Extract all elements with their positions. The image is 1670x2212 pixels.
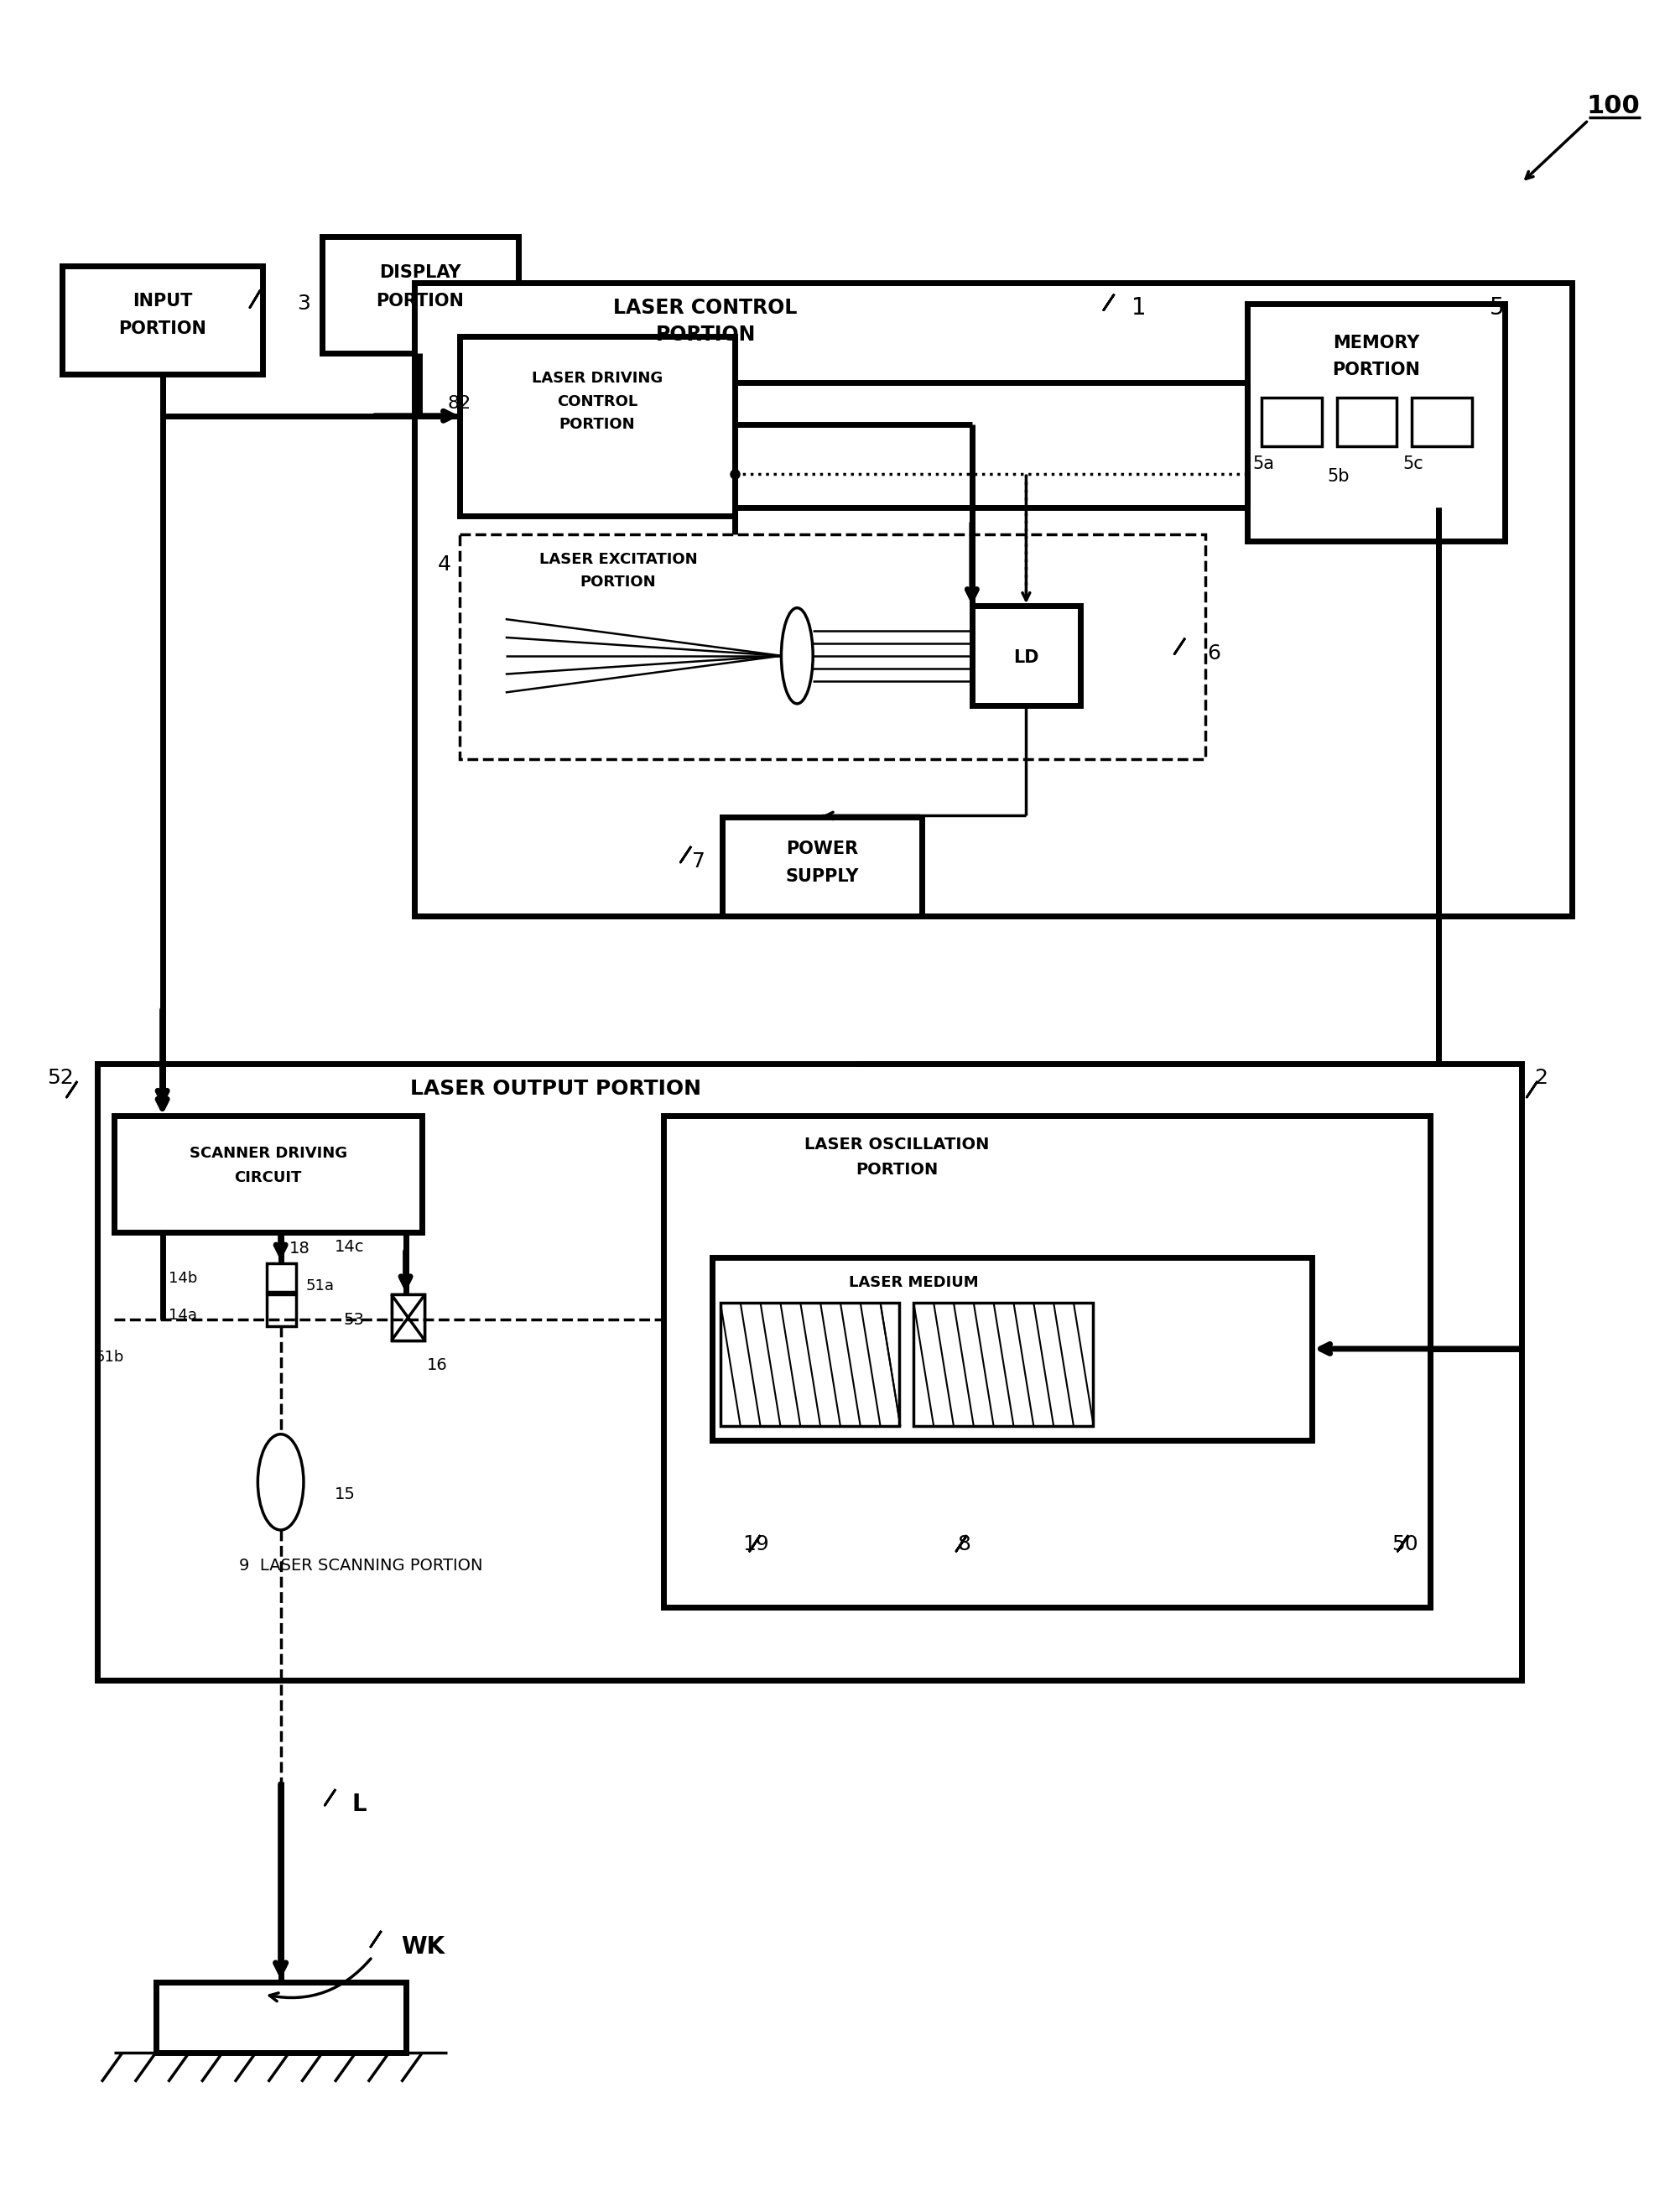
Bar: [1411, 398, 1471, 447]
Text: 15: 15: [334, 1486, 356, 1502]
Text: LASER DRIVING: LASER DRIVING: [531, 372, 663, 385]
Bar: [459, 533, 1206, 759]
Bar: [913, 1303, 1092, 1427]
Bar: [391, 1294, 424, 1340]
Text: PORTION: PORTION: [376, 292, 464, 310]
Text: 16: 16: [426, 1358, 448, 1374]
Bar: [720, 1303, 900, 1427]
Text: 19: 19: [741, 1535, 768, 1555]
Text: 100: 100: [1586, 93, 1640, 117]
Text: PORTION: PORTION: [855, 1161, 939, 1177]
Text: 53: 53: [342, 1312, 364, 1327]
Text: 7: 7: [691, 852, 705, 872]
Text: 82: 82: [448, 396, 471, 411]
Text: PORTION: PORTION: [1333, 363, 1420, 378]
Bar: [1338, 398, 1396, 447]
Text: SCANNER DRIVING: SCANNER DRIVING: [189, 1146, 347, 1161]
Text: 14b: 14b: [169, 1270, 197, 1285]
Bar: [1263, 398, 1323, 447]
Text: 50: 50: [1391, 1535, 1418, 1555]
Text: 51a: 51a: [306, 1279, 334, 1294]
Text: 2: 2: [1535, 1068, 1548, 1088]
Bar: [97, 1064, 1521, 1681]
Text: 14a: 14a: [169, 1307, 197, 1323]
Bar: [267, 1263, 296, 1292]
Bar: [114, 1115, 423, 1232]
Text: INPUT: INPUT: [132, 292, 192, 310]
Bar: [972, 606, 1080, 706]
Text: LD: LD: [1014, 648, 1039, 666]
Text: LASER MEDIUM: LASER MEDIUM: [848, 1274, 979, 1290]
Bar: [1247, 303, 1505, 540]
Ellipse shape: [782, 608, 813, 703]
Text: PORTION: PORTION: [119, 321, 207, 336]
Text: 51b: 51b: [95, 1349, 124, 1365]
Text: LASER CONTROL: LASER CONTROL: [613, 299, 798, 319]
Bar: [391, 1294, 424, 1340]
Bar: [322, 237, 518, 354]
Bar: [459, 336, 735, 515]
Bar: [155, 1982, 406, 2053]
Bar: [267, 1294, 296, 1327]
Text: LASER OUTPUT PORTION: LASER OUTPUT PORTION: [411, 1079, 701, 1099]
Text: 5: 5: [1490, 296, 1505, 319]
Text: 3: 3: [297, 294, 311, 314]
Text: DISPLAY: DISPLAY: [379, 263, 461, 281]
Text: 5c: 5c: [1403, 456, 1425, 473]
Text: CIRCUIT: CIRCUIT: [234, 1170, 302, 1186]
Ellipse shape: [257, 1433, 304, 1531]
Text: 52: 52: [47, 1068, 73, 1088]
Text: L: L: [351, 1792, 366, 1816]
Text: LASER OSCILLATION: LASER OSCILLATION: [805, 1137, 990, 1152]
Text: PORTION: PORTION: [655, 325, 755, 345]
Text: 6: 6: [1207, 644, 1221, 664]
Text: PORTION: PORTION: [579, 575, 656, 591]
Text: 8: 8: [957, 1535, 970, 1555]
Text: 14c: 14c: [334, 1239, 364, 1254]
Bar: [414, 283, 1571, 916]
Text: WK: WK: [401, 1936, 446, 1958]
Text: 18: 18: [289, 1241, 309, 1256]
Bar: [711, 1256, 1313, 1440]
Text: 1: 1: [1131, 296, 1146, 319]
Text: 5a: 5a: [1252, 456, 1274, 473]
Text: POWER: POWER: [787, 841, 858, 858]
Text: PORTION: PORTION: [559, 416, 635, 431]
Bar: [62, 265, 262, 374]
Text: SUPPLY: SUPPLY: [785, 867, 858, 885]
Text: 5b: 5b: [1328, 469, 1349, 484]
Bar: [665, 1115, 1430, 1608]
Text: 4: 4: [438, 553, 451, 575]
Text: 9  LASER SCANNING PORTION: 9 LASER SCANNING PORTION: [239, 1557, 483, 1573]
Text: MEMORY: MEMORY: [1333, 334, 1420, 352]
Text: LASER EXCITATION: LASER EXCITATION: [539, 551, 696, 566]
Bar: [721, 818, 922, 916]
Text: CONTROL: CONTROL: [556, 394, 638, 409]
